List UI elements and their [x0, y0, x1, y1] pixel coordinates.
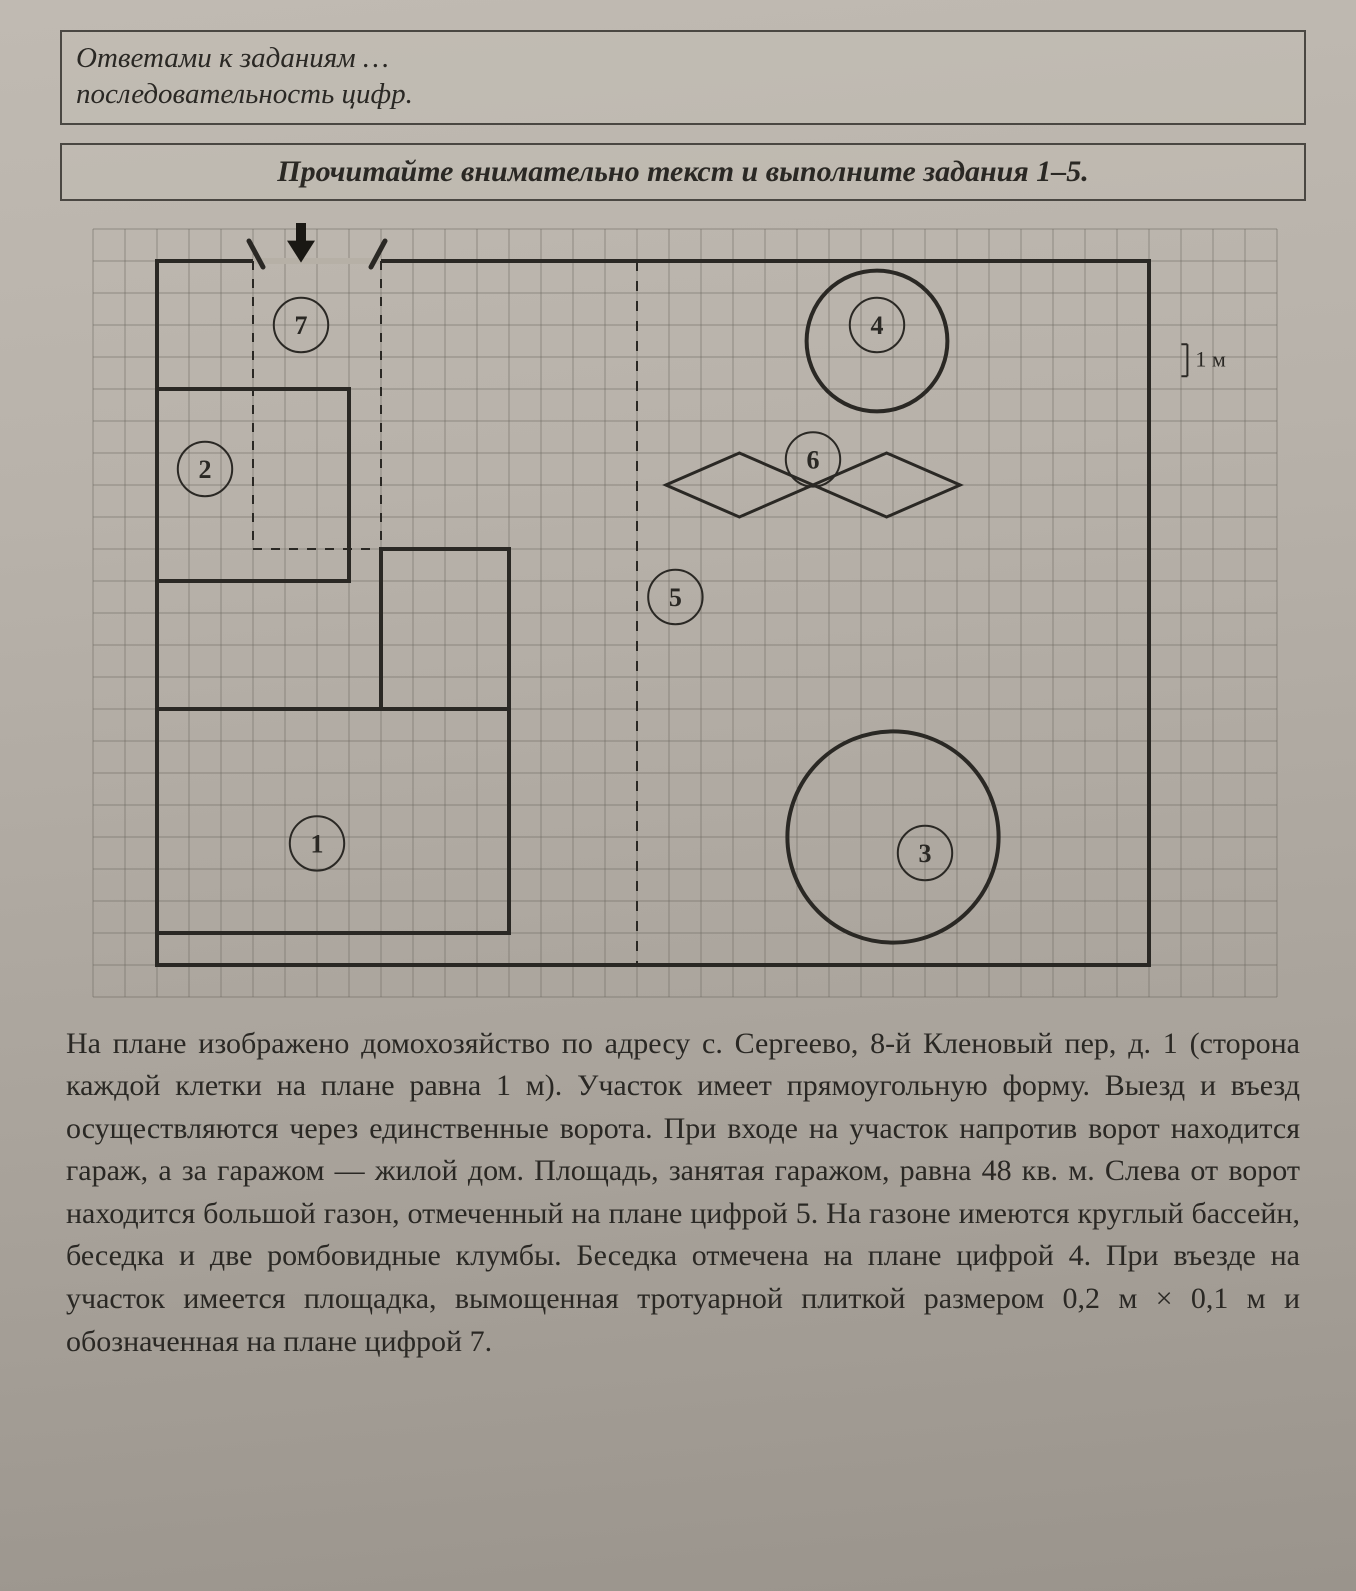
answers-note-line2: последовательность цифр.	[76, 78, 413, 110]
problem-text: На плане изображено домохозяйство по адр…	[60, 1023, 1306, 1364]
instruction-box: Прочитайте внимательно текст и выполните…	[60, 143, 1306, 201]
page: Ответами к заданиям … последовательность…	[0, 0, 1356, 1591]
instruction-text: Прочитайте внимательно текст и выполните…	[277, 155, 1089, 188]
svg-text:5: 5	[669, 583, 682, 612]
plan-svg: 1 м 1 2 3 4 5 6 7	[83, 223, 1283, 1003]
svg-text:4: 4	[871, 311, 884, 340]
plot-plan-diagram: 1 м 1 2 3 4 5 6 7	[83, 223, 1283, 1003]
answers-note-line1: Ответами к заданиям …	[76, 42, 389, 74]
answers-note-box: Ответами к заданиям … последовательность…	[60, 30, 1306, 125]
svg-text:3: 3	[919, 839, 932, 868]
svg-text:1 м: 1 м	[1195, 346, 1226, 371]
svg-text:7: 7	[295, 311, 308, 340]
svg-text:6: 6	[807, 445, 820, 474]
svg-text:1: 1	[311, 829, 324, 858]
svg-text:2: 2	[199, 455, 212, 484]
